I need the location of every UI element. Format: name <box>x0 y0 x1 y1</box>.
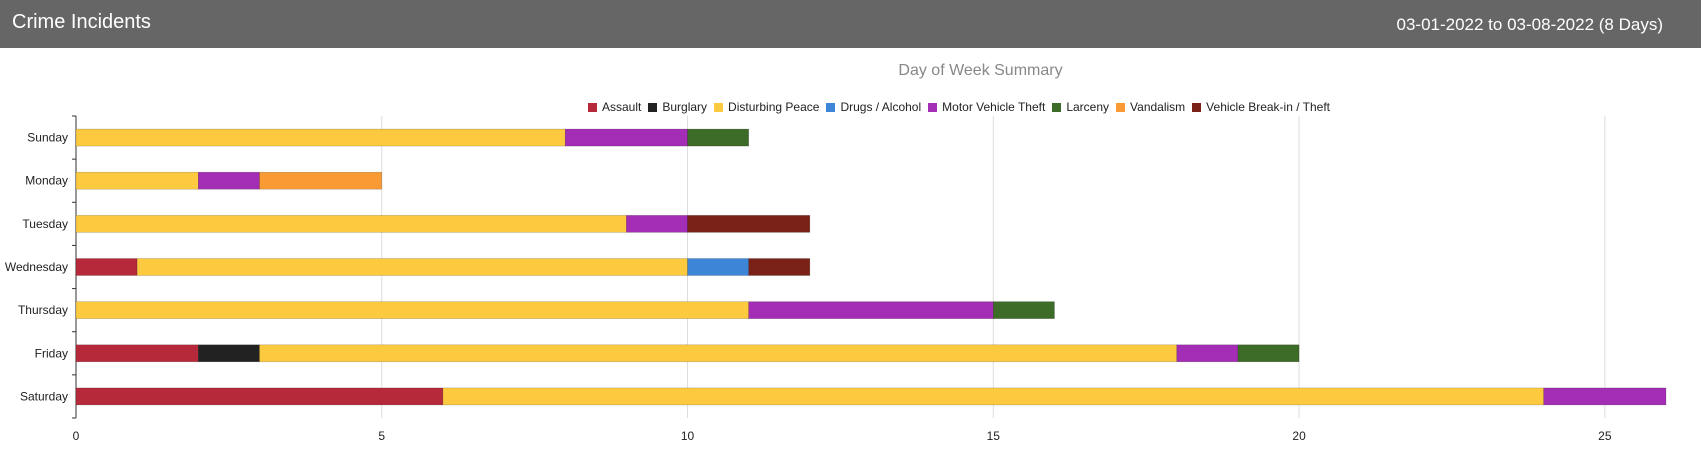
x-tick-label: 10 <box>681 429 695 443</box>
bar-segment <box>75 258 138 276</box>
chart-legend: Assault Burglary Disturbing Peace Drugs / A… <box>588 99 1337 115</box>
bar-segment <box>748 301 994 319</box>
legend-swatch <box>588 102 597 112</box>
y-tick-label: Monday <box>25 174 68 188</box>
bar-segment <box>75 128 566 147</box>
bar-segment <box>75 387 444 406</box>
legend-label: Drugs / Alcohol <box>840 100 922 114</box>
legend-swatch <box>1052 102 1062 112</box>
legend-swatch <box>826 102 836 112</box>
bar-segment <box>748 258 811 276</box>
legend-swatch <box>1116 102 1126 112</box>
legend-item[interactable]: Vandalism <box>1116 100 1185 114</box>
bar-segment <box>198 171 260 190</box>
app-header: Crime Incidents 03-01-2022 to 03-08-2022… <box>0 0 1701 48</box>
y-tick-label: Sunday <box>27 131 68 145</box>
x-tick-label: 15 <box>987 429 1001 443</box>
bar-segment <box>687 128 749 147</box>
legend-item[interactable]: Assault <box>588 100 641 114</box>
legend-label: Vandalism <box>1130 100 1186 114</box>
legend-label: Assault <box>602 100 642 114</box>
bar-segment <box>75 215 627 233</box>
x-tick-label: 25 <box>1598 429 1612 443</box>
legend-swatch <box>928 102 938 112</box>
legend-swatch <box>714 102 724 112</box>
x-tick-label: 20 <box>1292 429 1306 443</box>
bar-segment <box>564 128 688 147</box>
legend-label: Larceny <box>1066 100 1110 114</box>
bar-segment <box>442 387 1544 406</box>
bar-segment <box>1237 344 1300 363</box>
bar-segment <box>75 344 199 363</box>
bar-segment <box>75 171 199 190</box>
bar-segment <box>1176 344 1239 363</box>
legend-swatch <box>648 102 658 112</box>
y-tick-label: Wednesday <box>5 260 68 274</box>
y-tick-label: Tuesday <box>22 217 68 231</box>
legend-item[interactable]: Disturbing Peace <box>714 100 819 114</box>
bar-segment <box>136 258 688 276</box>
bar-segment <box>75 301 749 319</box>
legend-label: Vehicle Break-in / Theft <box>1206 100 1331 114</box>
x-tick-label: 5 <box>378 429 385 443</box>
bar-segment <box>687 258 749 276</box>
bar-segment <box>259 171 383 190</box>
chart-title: Day of Week Summary <box>898 62 1063 79</box>
legend-item[interactable]: Drugs / Alcohol <box>826 100 921 114</box>
legend-label: Disturbing Peace <box>728 100 820 114</box>
legend-item[interactable]: Larceny <box>1052 100 1109 114</box>
y-tick-label: Saturday <box>20 389 68 403</box>
date-range-label[interactable]: 03-01-2022 to 03-08-2022 (8 Days) <box>1396 15 1664 34</box>
legend-label: Burglary <box>662 100 708 114</box>
legend-label: Motor Vehicle Theft <box>942 100 1046 114</box>
bar-segment <box>259 344 1178 363</box>
legend-item[interactable]: Vehicle Break-in / Theft <box>1192 100 1330 114</box>
bar-segment <box>198 344 260 363</box>
bar-segment <box>687 215 811 233</box>
legend-item[interactable]: Burglary <box>648 100 707 114</box>
legend-swatch <box>1192 102 1202 112</box>
x-tick-label: 0 <box>73 429 80 443</box>
page-title: Crime Incidents <box>12 11 151 33</box>
legend-item[interactable]: Motor Vehicle Theft <box>928 100 1045 114</box>
y-tick-label: Thursday <box>18 303 68 317</box>
y-tick-label: Friday <box>35 346 68 360</box>
bar-segment <box>1543 387 1667 406</box>
bar-segment <box>626 215 688 233</box>
bar-segment <box>993 301 1055 319</box>
